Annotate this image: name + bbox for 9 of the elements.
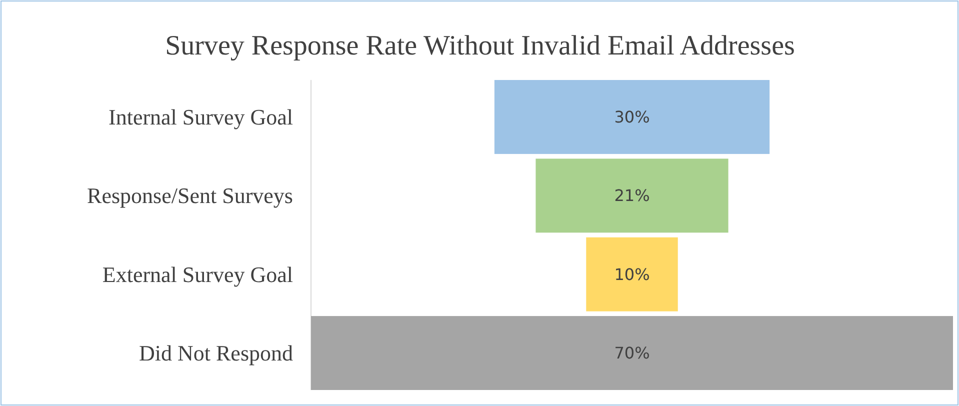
- data-label: 21%: [614, 186, 650, 206]
- category-label: Did Not Respond: [139, 340, 293, 366]
- text: Survey Response Rate Without Invalid Email Addresses: [165, 30, 795, 62]
- category-label: External Survey Goal: [102, 262, 293, 287]
- category-label: Response/Sent Surveys: [87, 183, 293, 208]
- data-label: 70%: [614, 344, 650, 363]
- category-label: Internal Survey Goal: [108, 104, 293, 130]
- data-label: 30%: [614, 107, 650, 126]
- data-label: 10%: [614, 264, 650, 284]
